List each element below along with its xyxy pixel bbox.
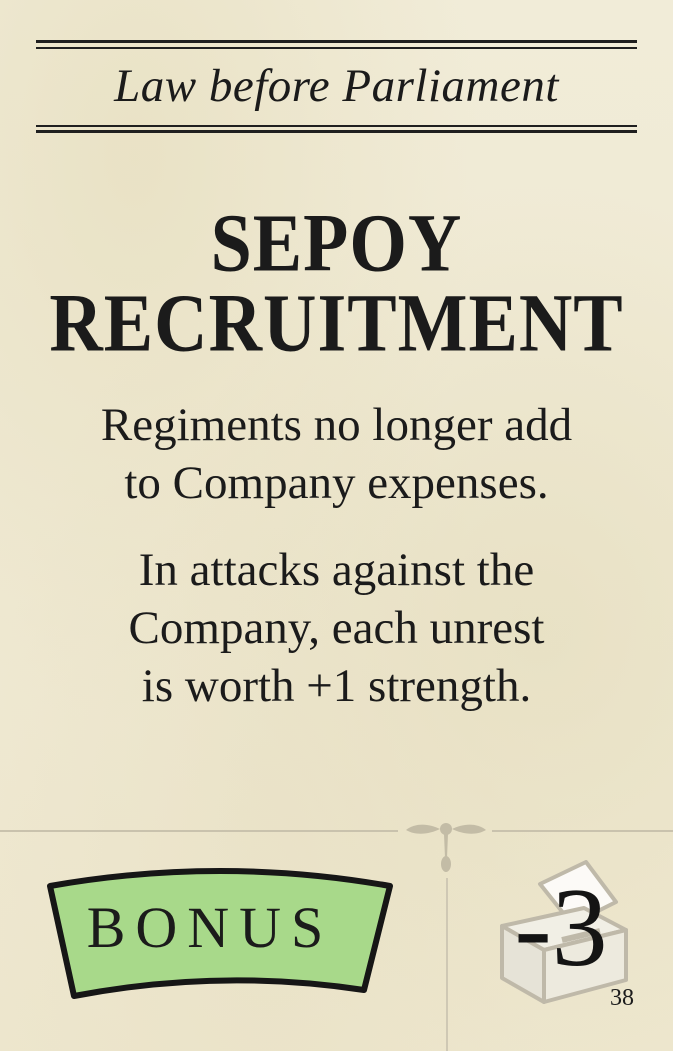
divider-vertical <box>446 878 448 1051</box>
bonus-label: BONUS <box>86 895 334 960</box>
card-title-line-1: SEPOY <box>210 197 463 290</box>
vote-value: -3 <box>514 866 608 990</box>
bottom-rule-thin <box>36 125 637 127</box>
card-title-line-2: RECRUITMENT <box>49 277 624 370</box>
ballot-box-icon <box>500 860 628 1004</box>
top-rule-thin <box>36 47 637 49</box>
bonus-banner-icon <box>47 868 393 999</box>
effect-paragraph-1: Regiments no longer add to Company expen… <box>20 396 653 512</box>
effect-line: In attacks against the <box>138 544 535 596</box>
effect-line: Regiments no longer add <box>100 399 573 451</box>
top-rule <box>36 40 637 43</box>
effect-line: Company, each unrest <box>128 602 545 654</box>
ornament-icon <box>406 823 486 872</box>
bottom-rule <box>36 130 637 133</box>
divider-right <box>492 830 673 832</box>
card-number: 38 <box>610 985 634 1011</box>
effect-line: is worth +1 strength. <box>141 660 532 712</box>
divider-left <box>0 830 398 832</box>
effect-paragraph-2: In attacks against the Company, each unr… <box>20 541 653 715</box>
card-subtitle: Law before Parliament <box>114 60 559 112</box>
effect-line: to Company expenses. <box>124 457 549 509</box>
